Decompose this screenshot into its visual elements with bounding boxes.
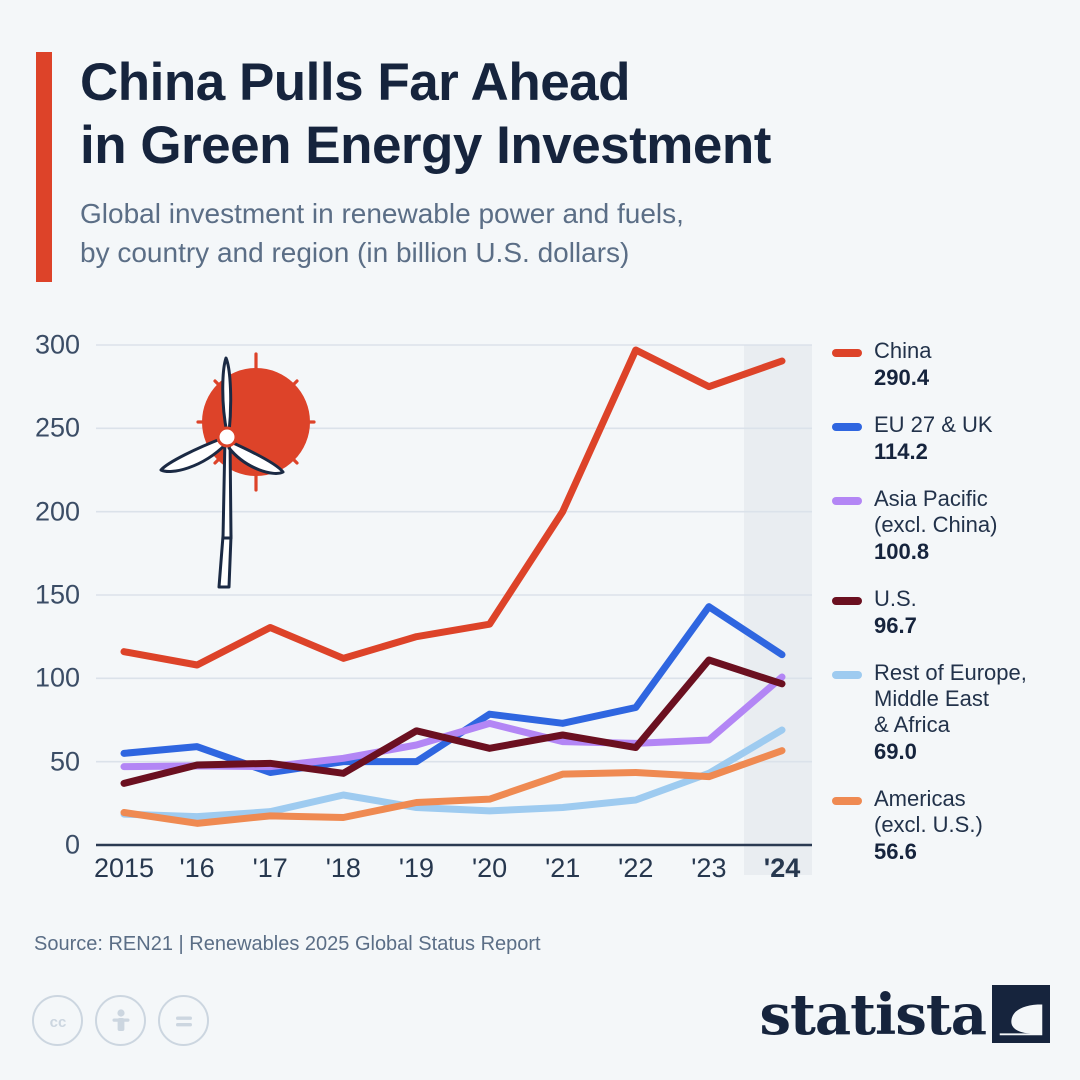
line-chart-svg: [0, 325, 820, 885]
x-axis-tick-17: '17: [253, 853, 288, 884]
legend-series-name: (excl. China): [874, 512, 997, 538]
header: China Pulls Far Ahead in Green Energy In…: [36, 52, 996, 272]
legend-swatch: [832, 423, 862, 431]
statista-wordmark: statista: [760, 987, 987, 1043]
legend-series-name: Rest of Europe,: [874, 660, 1027, 686]
page-title: China Pulls Far Ahead in Green Energy In…: [80, 52, 996, 177]
legend-text: Asia Pacific(excl. China)100.8: [874, 486, 997, 565]
source-note: Source: REN21 | Renewables 2025 Global S…: [34, 933, 541, 956]
subtitle-line-1: Global investment in renewable power and…: [80, 195, 996, 234]
legend-item-u-s[interactable]: U.S.96.7: [832, 586, 917, 639]
x-axis-tick-19: '19: [399, 853, 434, 884]
legend-text: U.S.96.7: [874, 586, 917, 639]
x-axis-labels: 2015 '16 '17 '18 '19 '20 '21 '22 '23 '24: [0, 853, 840, 899]
statista-logo: statista: [760, 985, 1051, 1043]
legend-series-name: & Africa: [874, 712, 1027, 738]
x-axis-tick-23: '23: [691, 853, 726, 884]
cc-nd-equals-icon: [158, 995, 209, 1046]
cc-icon: cc: [32, 995, 83, 1046]
legend-text: Rest of Europe,Middle East& Africa69.0: [874, 660, 1027, 765]
legend-series-name: Middle East: [874, 686, 1027, 712]
x-axis-tick-20: '20: [472, 853, 507, 884]
legend-series-value: 100.8: [874, 539, 997, 565]
legend-text: EU 27 & UK114.2: [874, 412, 993, 465]
legend-item-americas-excl-u-s[interactable]: Americas(excl. U.S.)56.6: [832, 786, 983, 865]
legend-item-rest-of-europe-middle-east-africa[interactable]: Rest of Europe,Middle East& Africa69.0: [832, 660, 1027, 765]
statista-mark-icon: [992, 985, 1050, 1043]
legend-item-eu-27-uk[interactable]: EU 27 & UK114.2: [832, 412, 993, 465]
legend-series-value: 114.2: [874, 439, 993, 465]
legend-series-name: Asia Pacific: [874, 486, 997, 512]
wind-turbine-with-sun-illustration: [150, 340, 350, 600]
page-subtitle: Global investment in renewable power and…: [80, 195, 996, 272]
cc-by-person-icon: [95, 995, 146, 1046]
x-axis-tick-22: '22: [618, 853, 653, 884]
legend-series-value: 69.0: [874, 739, 1027, 765]
legend-text: Americas(excl. U.S.)56.6: [874, 786, 983, 865]
x-axis-tick-21: '21: [545, 853, 580, 884]
subtitle-line-2: by country and region (in billion U.S. d…: [80, 234, 996, 273]
title-line-2: in Green Energy Investment: [80, 115, 996, 178]
legend-item-china[interactable]: China290.4: [832, 338, 931, 391]
legend-item-asia-pacific-excl-china[interactable]: Asia Pacific(excl. China)100.8: [832, 486, 997, 565]
legend-series-name: Americas: [874, 786, 983, 812]
x-axis-tick-18: '18: [326, 853, 361, 884]
legend-series-value: 96.7: [874, 613, 917, 639]
accent-bar: [36, 52, 52, 282]
creative-commons-icons: cc: [32, 995, 209, 1046]
x-axis-tick-2015: 2015: [94, 853, 154, 884]
legend-series-name: (excl. U.S.): [874, 812, 983, 838]
title-line-1: China Pulls Far Ahead: [80, 52, 996, 115]
legend-swatch: [832, 349, 862, 357]
legend-series-name: U.S.: [874, 586, 917, 612]
x-axis-tick-16: '16: [180, 853, 215, 884]
legend-series-name: EU 27 & UK: [874, 412, 993, 438]
legend-swatch: [832, 671, 862, 679]
legend-series-value: 56.6: [874, 839, 983, 865]
legend-series-value: 290.4: [874, 365, 931, 391]
legend-text: China290.4: [874, 338, 931, 391]
legend-swatch: [832, 497, 862, 505]
x-axis-tick-24: '24: [764, 853, 800, 884]
legend-series-name: China: [874, 338, 931, 364]
legend-swatch: [832, 597, 862, 605]
legend-swatch: [832, 797, 862, 805]
svg-text:cc: cc: [49, 1014, 66, 1031]
